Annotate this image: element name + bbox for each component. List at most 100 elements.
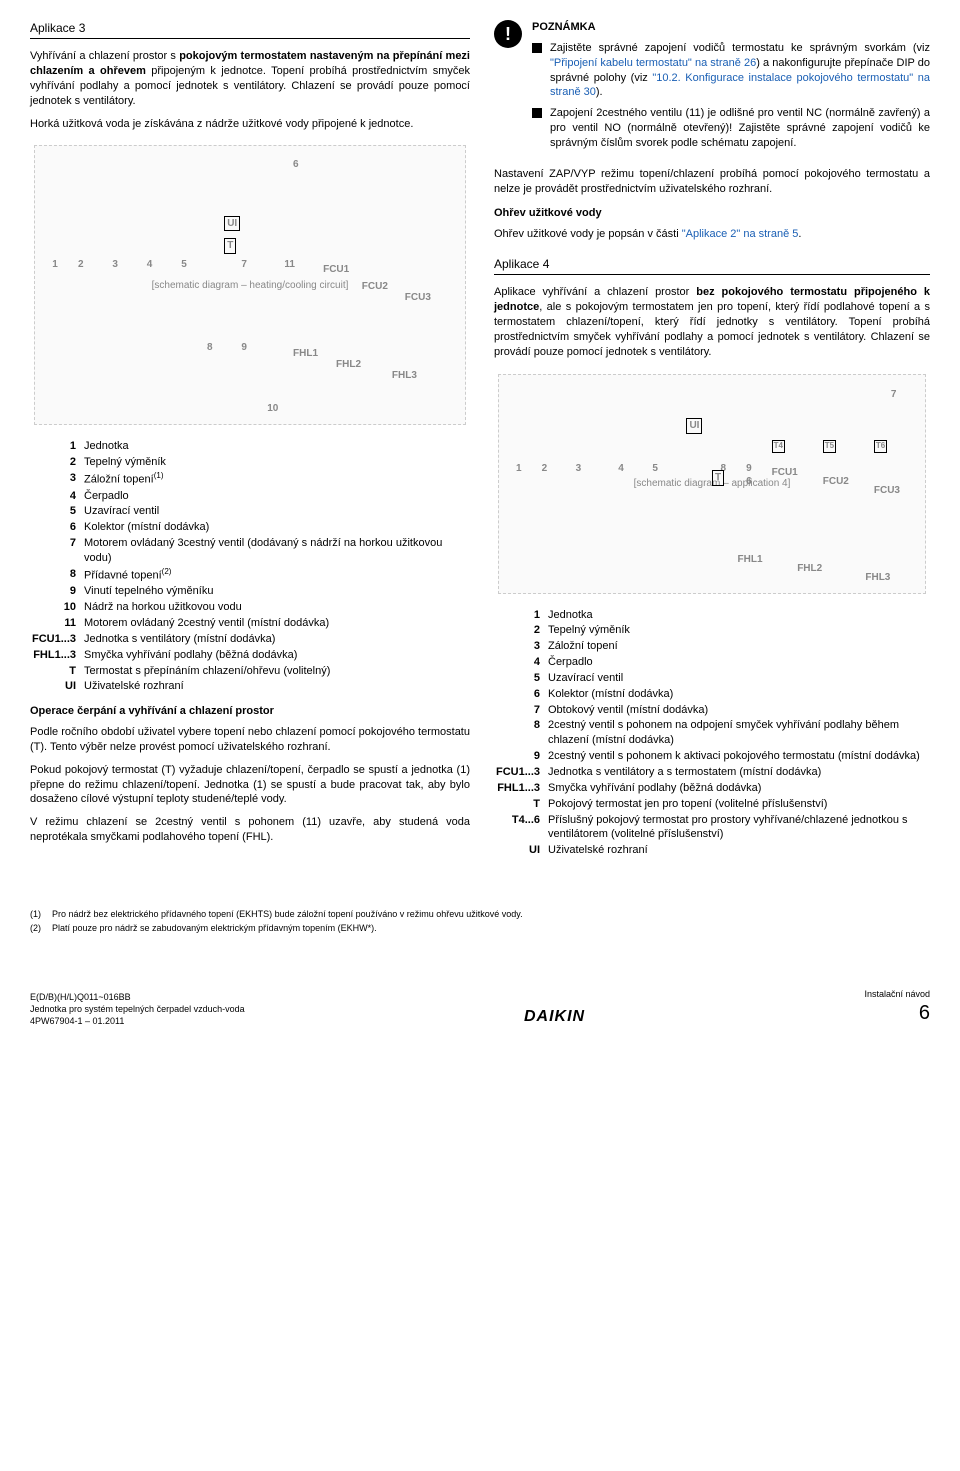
d2-fhl1: FHL1	[738, 553, 763, 567]
page-number: 6	[864, 1000, 930, 1027]
d1-n8: 8	[207, 341, 213, 355]
d2-n7: 7	[891, 388, 897, 402]
d1-fhl3: FHL3	[392, 369, 417, 383]
legend-key: UI	[494, 843, 548, 858]
d2-n6: 6	[746, 475, 752, 489]
legend-key: 1	[494, 608, 548, 623]
d1-n9: 9	[241, 341, 247, 355]
d2-fhl2: FHL2	[797, 562, 822, 576]
legend-key: 2	[494, 623, 548, 638]
d2-fcu3: FCU3	[874, 484, 900, 498]
link-text: "Aplikace 2" na straně 5	[682, 228, 799, 240]
legend-key: 4	[494, 655, 548, 670]
legend-val: Příslušný pokojový termostat pro prostor…	[548, 813, 930, 843]
legend-val: Jednotka	[84, 439, 470, 454]
footnote-num: (2)	[30, 922, 48, 934]
legend-key: 5	[30, 504, 84, 519]
legend-row: 4Čerpadlo	[30, 489, 470, 504]
legend-key: T	[494, 797, 548, 812]
d1-n10: 10	[267, 402, 278, 416]
legend-row: T4...6Příslušný pokojový termostat pro p…	[494, 813, 930, 843]
op1-h: Operace čerpání a vyhřívání a chlazení p…	[30, 704, 470, 719]
d1-fcu2: FCU2	[362, 280, 388, 294]
txt: .	[798, 228, 801, 240]
legend-val: Obtokový ventil (místní dodávka)	[548, 703, 930, 718]
d1-fhl1: FHL1	[293, 347, 318, 361]
legend-row: 6Kolektor (místní dodávka)	[494, 687, 930, 702]
link-text: "Připojení kabelu termostatu" na straně …	[550, 57, 756, 69]
legend-val: Pokojový termostat jen pro topení (volit…	[548, 797, 930, 812]
legend-val: Termostat s přepínáním chlazení/ohřevu (…	[84, 664, 470, 679]
legend-key: 4	[30, 489, 84, 504]
legend-key: 11	[30, 616, 84, 631]
legend-row: 7Obtokový ventil (místní dodávka)	[494, 703, 930, 718]
legend-sup: (2)	[162, 567, 172, 576]
legend-key: FCU1...3	[494, 765, 548, 780]
op1-p2: Pokud pokojový termostat (T) vyžaduje ch…	[30, 763, 470, 808]
legend-row: FHL1...3Smyčka vyhřívání podlahy (běžná …	[494, 781, 930, 796]
legend-val: Vinutí tepelného výměníku	[84, 584, 470, 599]
txt: ).	[596, 86, 603, 98]
footer-l2: Jednotka pro systém tepelných čerpadel v…	[30, 1003, 245, 1015]
legend-row: 1Jednotka	[30, 439, 470, 454]
d2-fhl3: FHL3	[865, 571, 890, 585]
d2-fcu1: FCU1	[772, 466, 798, 480]
legend-row: 11Motorem ovládaný 2cestný ventil (místn…	[30, 616, 470, 631]
d2-n2: 2	[542, 462, 548, 476]
legend-key: 8	[30, 567, 84, 584]
legend-row: 4Čerpadlo	[494, 655, 930, 670]
footnotes: (1)Pro nádrž bez elektrického přídavného…	[30, 908, 930, 934]
right-p1: Nastavení ZAP/VYP režimu topení/chlazení…	[494, 167, 930, 197]
footnote: (1)Pro nádrž bez elektrického přídavného…	[30, 908, 930, 920]
diagram1: [schematic diagram – heating/cooling cir…	[30, 141, 470, 429]
legend-key: T	[30, 664, 84, 679]
legend-key: UI	[30, 679, 84, 694]
legend-key: FHL1...3	[494, 781, 548, 796]
legend-row: 2Tepelný výměník	[30, 455, 470, 470]
d1-n4: 4	[147, 258, 153, 272]
diagram2: [schematic diagram – application 4] 1 2 …	[494, 370, 930, 598]
legend-val: Záložní topení	[548, 639, 930, 654]
legend-key: 9	[494, 749, 548, 764]
d1-ui: UI	[224, 216, 240, 232]
legend-row: 3Záložní topení	[494, 639, 930, 654]
legend-row: UIUživatelské rozhraní	[30, 679, 470, 694]
d1-n6: 6	[293, 158, 299, 172]
legend-key: 7	[30, 536, 84, 566]
legend-row: 1Jednotka	[494, 608, 930, 623]
txt: Vyhřívání a chlazení prostor s	[30, 50, 179, 62]
legend-val: Tepelný výměník	[548, 623, 930, 638]
legend-row: TPokojový termostat jen pro topení (voli…	[494, 797, 930, 812]
d2-n5: 5	[652, 462, 658, 476]
d1-n5: 5	[181, 258, 187, 272]
legend-val: Jednotka s ventilátory a s termostatem (…	[548, 765, 930, 780]
note-item-1: Zajistěte správné zapojení vodičů termos…	[532, 41, 930, 100]
legend-val: Smyčka vyhřívání podlahy (běžná dodávka)	[84, 648, 470, 663]
op1-p3: V režimu chlazení se 2cestný ventil s po…	[30, 815, 470, 845]
legend-row: 10Nádrž na horkou užitkovou vodu	[30, 600, 470, 615]
footer-l3: 4PW67904-1 – 01.2011	[30, 1015, 245, 1027]
d1-n7: 7	[241, 258, 247, 272]
legend-row: 5Uzavírací ventil	[494, 671, 930, 686]
legend-key: T4...6	[494, 813, 548, 843]
legend-row: TTermostat s přepínáním chlazení/ohřevu …	[30, 664, 470, 679]
legend-val: Uzavírací ventil	[84, 504, 470, 519]
note-box: ! POZNÁMKA Zajistěte správné zapojení vo…	[494, 20, 930, 157]
legend-val: Uzavírací ventil	[548, 671, 930, 686]
legend-row: FCU1...3Jednotka s ventilátory a s termo…	[494, 765, 930, 780]
d2-t: T	[712, 470, 724, 486]
footnote: (2)Platí pouze pro nádrž se zabudovaným …	[30, 922, 930, 934]
legend-val: Přídavné topení(2)	[84, 567, 470, 584]
diagram1-placeholder: [schematic diagram – heating/cooling cir…	[34, 145, 466, 425]
txt: Zapojení 2cestného ventilu (11) je odliš…	[550, 106, 930, 151]
op1-p1: Podle ročního období uživatel vybere top…	[30, 725, 470, 755]
legend-row: 9Vinutí tepelného výměníku	[30, 584, 470, 599]
legend-key: 6	[494, 687, 548, 702]
txt: , ale s pokojovým termostatem jen pro to…	[494, 301, 930, 358]
d1-fhl2: FHL2	[336, 358, 361, 372]
legend-val: Čerpadlo	[548, 655, 930, 670]
legend-val: Motorem ovládaný 3cestný ventil (dodávan…	[84, 536, 470, 566]
legend-val: Uživatelské rozhraní	[548, 843, 930, 858]
legend-val: 2cestný ventil s pohonem k aktivaci poko…	[548, 749, 930, 764]
legend-sup: (1)	[154, 471, 164, 480]
